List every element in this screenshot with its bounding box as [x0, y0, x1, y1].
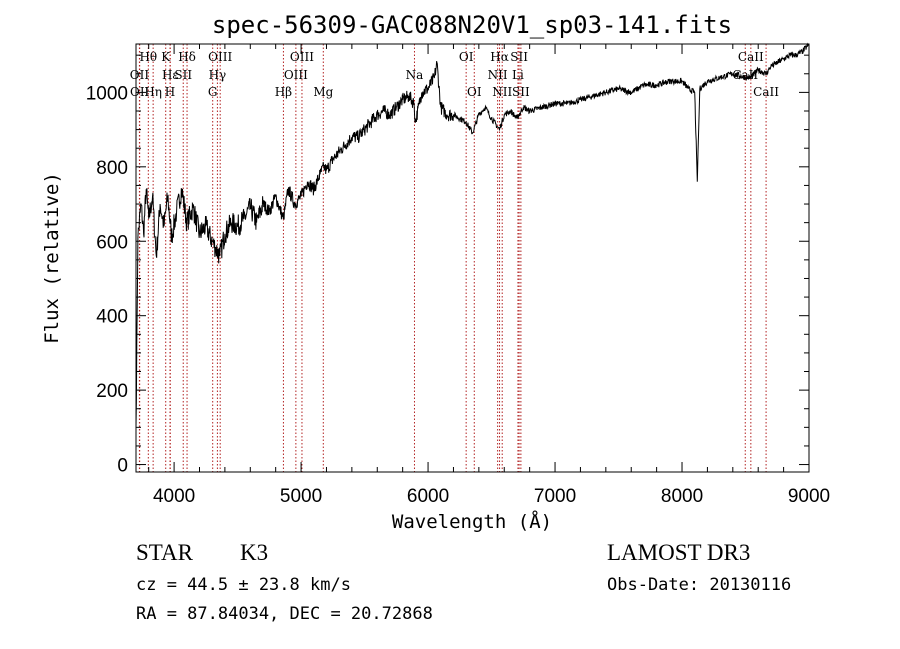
x-tick-label: 7000: [534, 486, 576, 507]
line-label: NII: [488, 68, 508, 82]
emission-line-markers: [138, 44, 767, 472]
line-label: K: [161, 50, 171, 64]
line-label: H: [165, 85, 175, 99]
x-tick-label: 5000: [280, 486, 322, 507]
line-label: G: [208, 85, 218, 99]
observation-date: Obs-Date: 20130116: [607, 575, 791, 595]
y-tick-label: 600: [96, 232, 128, 253]
line-label: OI: [467, 85, 482, 99]
coordinates-info: RA = 87.84034, DEC = 20.72868: [136, 604, 433, 624]
y-axis-label: Flux (relative): [41, 172, 63, 344]
y-tick-label: 400: [96, 307, 128, 328]
line-label: Hθ: [139, 50, 157, 64]
line-label: Hε: [162, 68, 179, 82]
spectrum-line: [135, 42, 810, 428]
plot-frame: [135, 43, 810, 473]
line-label: Hγ: [209, 68, 227, 82]
survey-name: LAMOST DR3: [607, 540, 750, 565]
y-axis-ticks: 0 200 400 600 800 1000: [86, 54, 809, 477]
x-tick-label: 6000: [407, 486, 449, 507]
line-label: Hη: [144, 85, 162, 99]
line-label: Na: [406, 68, 424, 82]
line-label: OI: [459, 50, 474, 64]
line-label: CaII: [753, 85, 779, 99]
x-tick-label: 4000: [153, 486, 195, 507]
line-label: OIII: [284, 68, 308, 82]
line-label: OIII: [208, 50, 232, 64]
line-label: NII: [492, 85, 512, 99]
line-label: Hδ: [178, 50, 196, 64]
line-label: OIII: [290, 50, 314, 64]
line-label: SII: [510, 50, 528, 64]
x-axis-ticks: 4000 5000 6000 7000 8000 9000: [148, 44, 830, 507]
line-label: OII: [130, 68, 150, 82]
y-tick-label: 800: [96, 158, 128, 179]
redshift-info: cz = 44.5 ± 23.8 km/s: [136, 575, 351, 595]
object-subclass: K3: [240, 540, 268, 565]
x-tick-label: 8000: [661, 486, 703, 507]
y-tick-label: 1000: [86, 83, 128, 104]
object-class: STAR: [136, 540, 194, 565]
y-tick-label: 200: [96, 381, 128, 402]
line-label: Hα: [490, 50, 509, 64]
line-label: Hβ: [275, 85, 292, 99]
line-label: Li: [512, 68, 524, 82]
line-label: SII: [512, 85, 530, 99]
x-axis-label: Wavelength (Å): [392, 510, 552, 533]
chart-title: spec-56309-GAC088N20V1_sp03-141.fits: [212, 11, 732, 39]
x-tick-label: 9000: [788, 486, 830, 507]
line-label: CaII: [738, 50, 764, 64]
y-tick-label: 0: [117, 456, 128, 477]
line-label: Mg: [313, 85, 333, 99]
line-label: SII: [174, 68, 192, 82]
